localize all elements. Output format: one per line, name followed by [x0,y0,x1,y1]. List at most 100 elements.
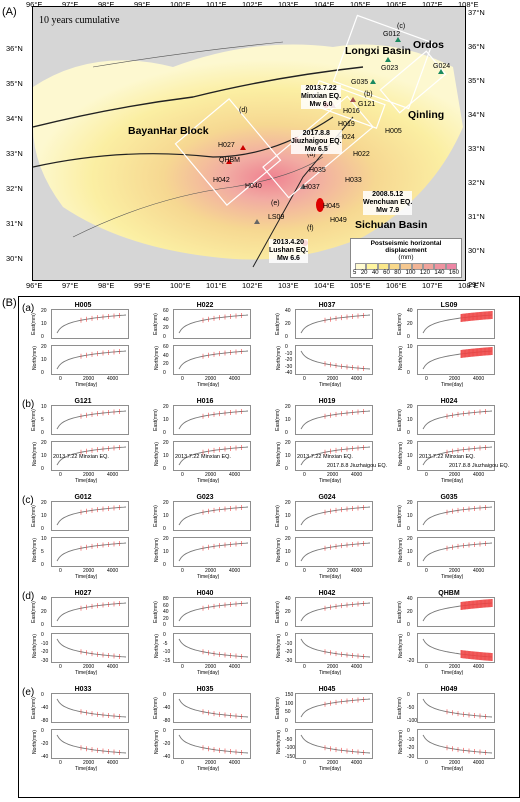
lon-tick: 102°E [242,0,263,9]
time-axis-label: Time(day) [75,766,98,772]
east-tick: 40 [407,308,413,314]
east-axis-label: East(mm) [30,697,37,719]
north-series-curve [300,350,371,370]
profile-label: (c) [397,23,406,30]
east-tick: 20 [163,325,169,332]
east-tick: 80 [163,596,169,602]
north-tick: 20 [163,536,169,542]
east-tick: 20 [285,321,291,327]
east-tick: 20 [285,609,291,615]
east-series-curve [178,698,249,718]
north-tick: 0 [163,562,166,568]
station-subplot: H042 East(mm) North(mm) 40 20 0 0 -10 -20 -30 0 200… [275,590,373,676]
lon-tick: 99°E [134,0,151,9]
north-tick: 10 [41,453,47,459]
time-tick: 2000 [83,472,95,478]
time-tick: 0 [59,472,62,478]
east-tick: 40 [285,308,291,314]
north-tick: 10 [41,357,47,363]
time-tick: 4000 [473,472,485,478]
station-subplot: H024 East(mm) North(mm) 20 10 0 20 10 0 0 2000 4000… [397,398,509,484]
time-tick: 2000 [205,376,217,382]
north-tick: 20 [163,361,169,368]
north-axis-label: North(mm) [275,634,282,658]
time-series-plot [51,345,129,375]
east-tick: 20 [163,404,169,410]
row-label: (b) [22,399,35,410]
time-series-plot [173,309,251,339]
north-tick: 10 [163,453,169,459]
time-series-plot [417,501,495,531]
plot-frame [51,501,129,531]
region-longxi: Longxi Basin [345,45,411,57]
plot-frame [51,441,129,471]
north-series-curve [56,542,127,562]
plot-frame [295,441,373,471]
time-axis-label: Time(day) [319,478,342,484]
time-axis-label: Time(day) [319,670,342,676]
north-axis-label: North(mm) [153,442,160,466]
time-axis-label: Time(day) [319,766,342,772]
east-axis-label: East(mm) [152,697,159,719]
east-tick: 10 [41,321,47,327]
east-tick: 0 [163,692,166,698]
jiuzhaigou-annotation: 2017.8.8 Jiuzhaigou EQ. [449,463,510,469]
east-tick: 10 [41,404,47,410]
station-name: H033 [74,686,92,693]
north-tick: 0 [285,344,288,350]
station-name: H027 [74,590,92,597]
time-tick: 0 [181,664,184,670]
lon-tick: 107°E [422,281,443,290]
east-series-curve [300,410,371,430]
north-tick: -10 [407,736,415,743]
station-label: H005 [385,128,402,135]
north-tick: 60 [163,344,169,350]
station-name: G023 [196,494,214,501]
north-tick: 0 [163,728,166,734]
lon-tick: 104°E [314,281,335,290]
time-series-plot [295,501,373,531]
station-label: H019 [338,121,355,128]
time-tick: 2000 [449,376,461,382]
plot-frame [295,501,373,531]
time-tick: 0 [425,376,428,382]
lat-tick: 34°N [6,114,23,123]
plot-frame [417,537,495,567]
east-axis-label: East(mm) [274,313,281,335]
time-series-plot [173,441,251,471]
north-axis-label: North(mm) [397,346,404,370]
north-tick: 20 [41,440,47,446]
row-label: (d) [22,591,35,602]
profile-label: (b) [364,91,373,98]
station-name: H045 [318,686,336,693]
station-name: H022 [196,302,214,309]
north-series-curve [56,446,127,466]
time-series-plot [417,597,495,627]
north-tick: 0 [407,562,410,568]
time-axis-label: Time(day) [75,382,98,388]
station-label: H022 [353,151,370,158]
east-series-curve [178,410,249,430]
plot-frame [173,441,251,471]
row-label: (a) [22,303,35,314]
lon-tick: 96°E [26,281,43,290]
time-series-plot [295,633,373,663]
plot-frame [417,633,495,663]
time-tick: 0 [181,376,184,382]
plot-frame [295,309,373,339]
time-axis-label: Time(day) [197,478,220,484]
north-axis-label: North(mm) [31,538,38,562]
north-tick: 20 [285,440,291,446]
east-axis-label: East(mm) [274,505,281,527]
jiuzhaigou-annotation: 2017.8.8 Jiuzhaigou EQ. [327,463,388,469]
east-tick: 10 [285,513,291,519]
plot-frame [173,693,251,723]
north-axis-label: North(mm) [153,538,160,562]
north-tick: -5 [163,640,168,647]
legend-swatch [388,263,401,270]
east-series-curve [178,602,249,622]
station-subplot: H022 East(mm) North(mm) 60 40 20 0 60 40 20 0 0 2000… [153,302,251,388]
north-axis-label: North(mm) [275,346,282,370]
time-series-plot [295,405,373,435]
time-tick: 2000 [205,568,217,574]
